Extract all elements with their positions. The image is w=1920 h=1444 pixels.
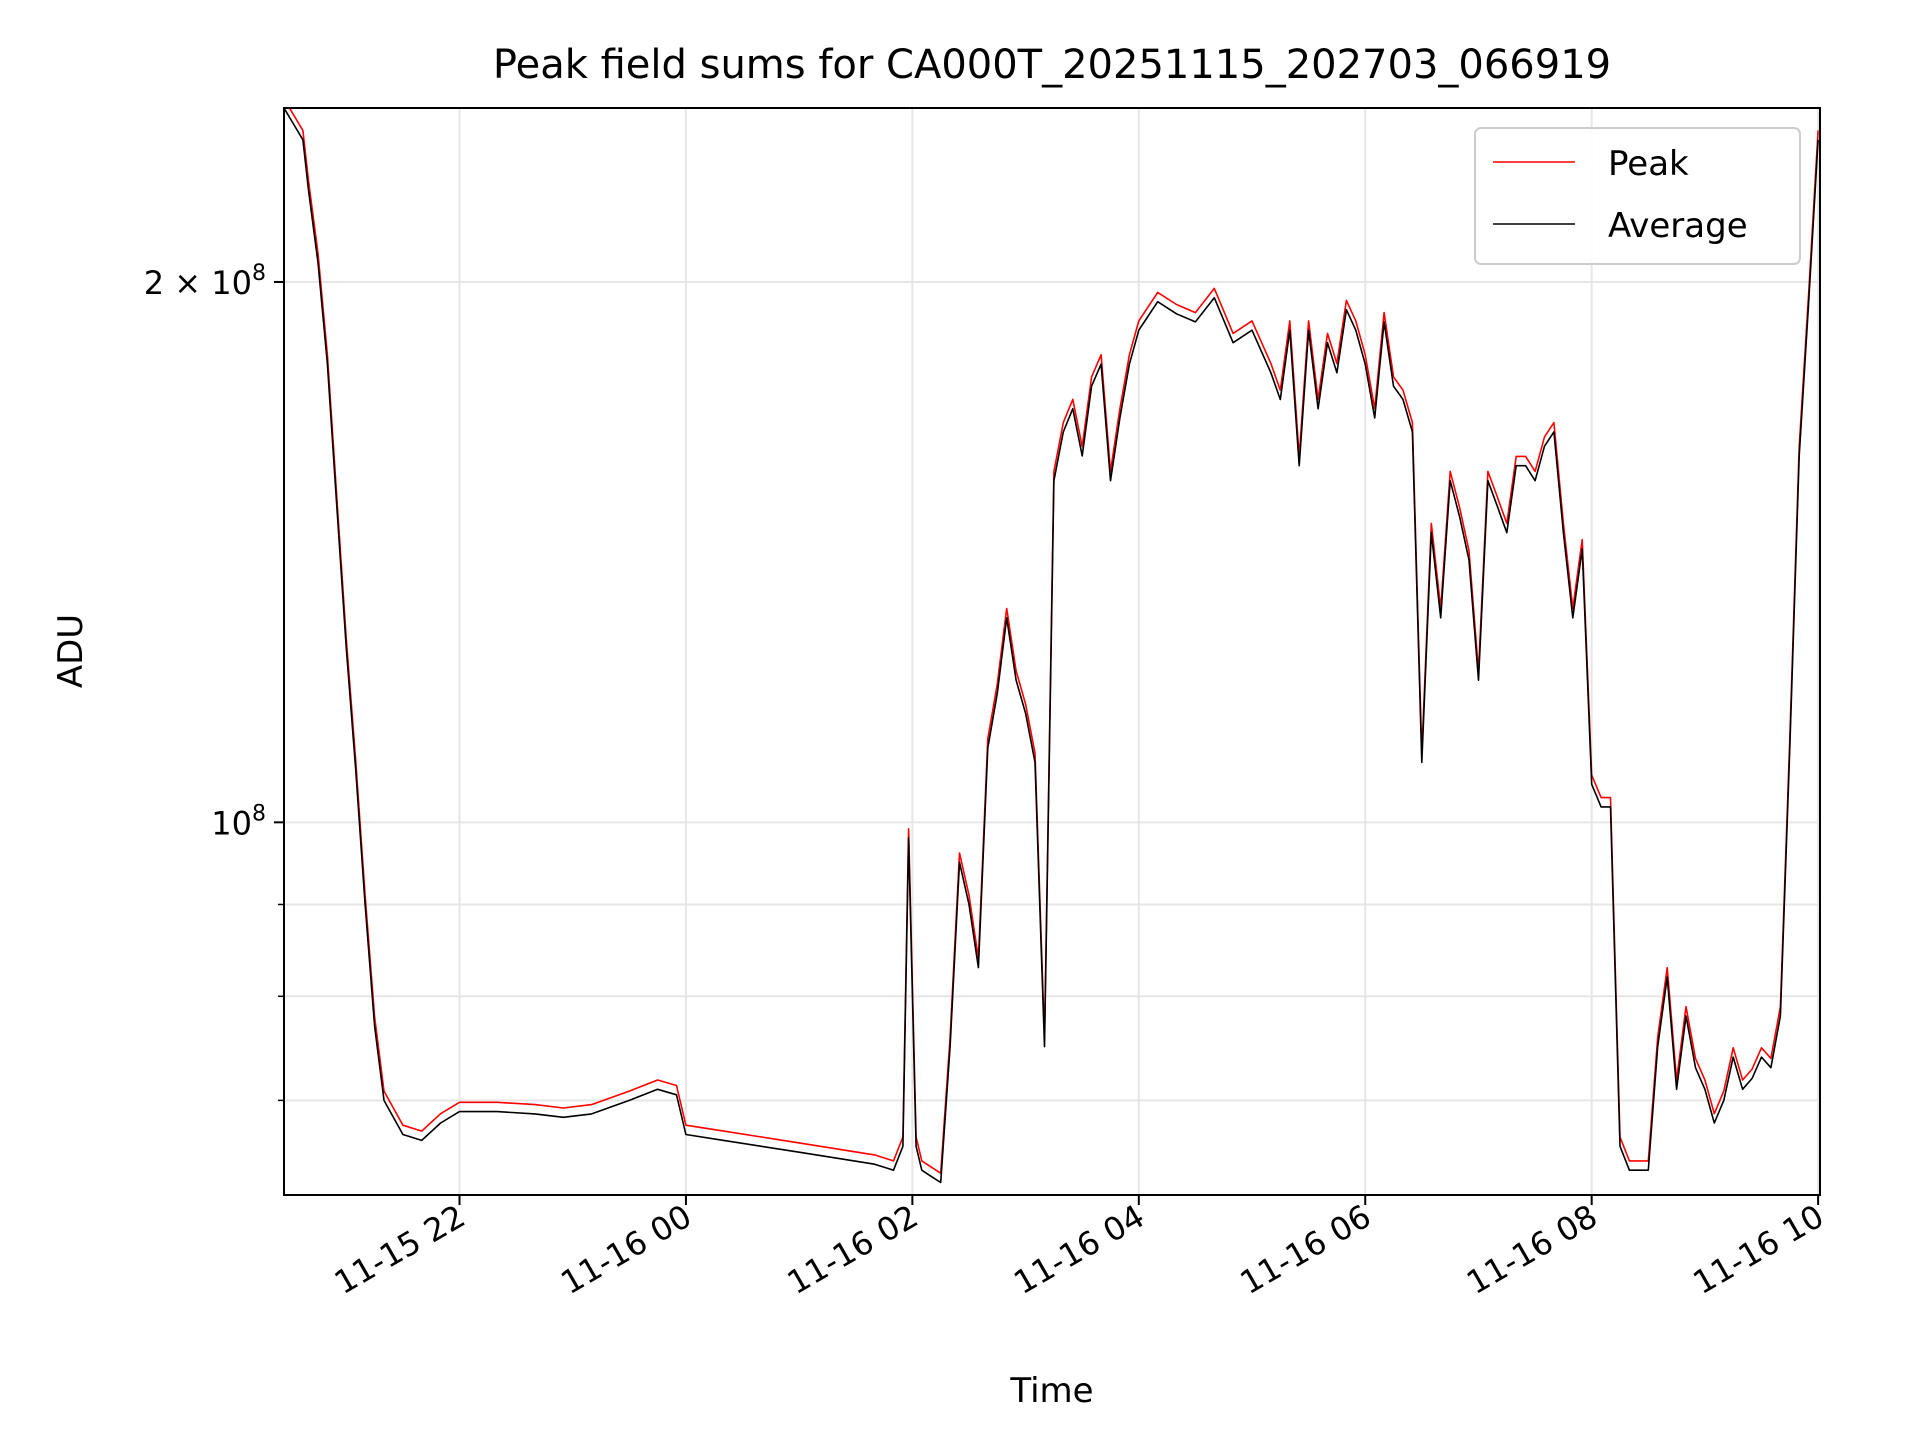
series-layer	[284, 108, 1819, 1184]
chart-title: Peak field sums for CA000T_20251115_2027…	[493, 42, 1611, 88]
plot-frame	[283, 107, 1821, 1196]
legend: Peak Average	[1474, 127, 1801, 265]
y-tick-label: 2 × 108	[144, 261, 266, 302]
legend-label-average: Average	[1608, 206, 1748, 246]
grid-layer	[284, 108, 1820, 1195]
legend-label-peak: Peak	[1608, 144, 1689, 184]
series-line-average	[284, 108, 1819, 1184]
y-axis-label: ADU	[51, 614, 91, 688]
y-tick-label: 108	[211, 801, 266, 842]
series-line-peak	[288, 108, 1819, 1174]
x-axis-label: Time	[1009, 1371, 1093, 1411]
